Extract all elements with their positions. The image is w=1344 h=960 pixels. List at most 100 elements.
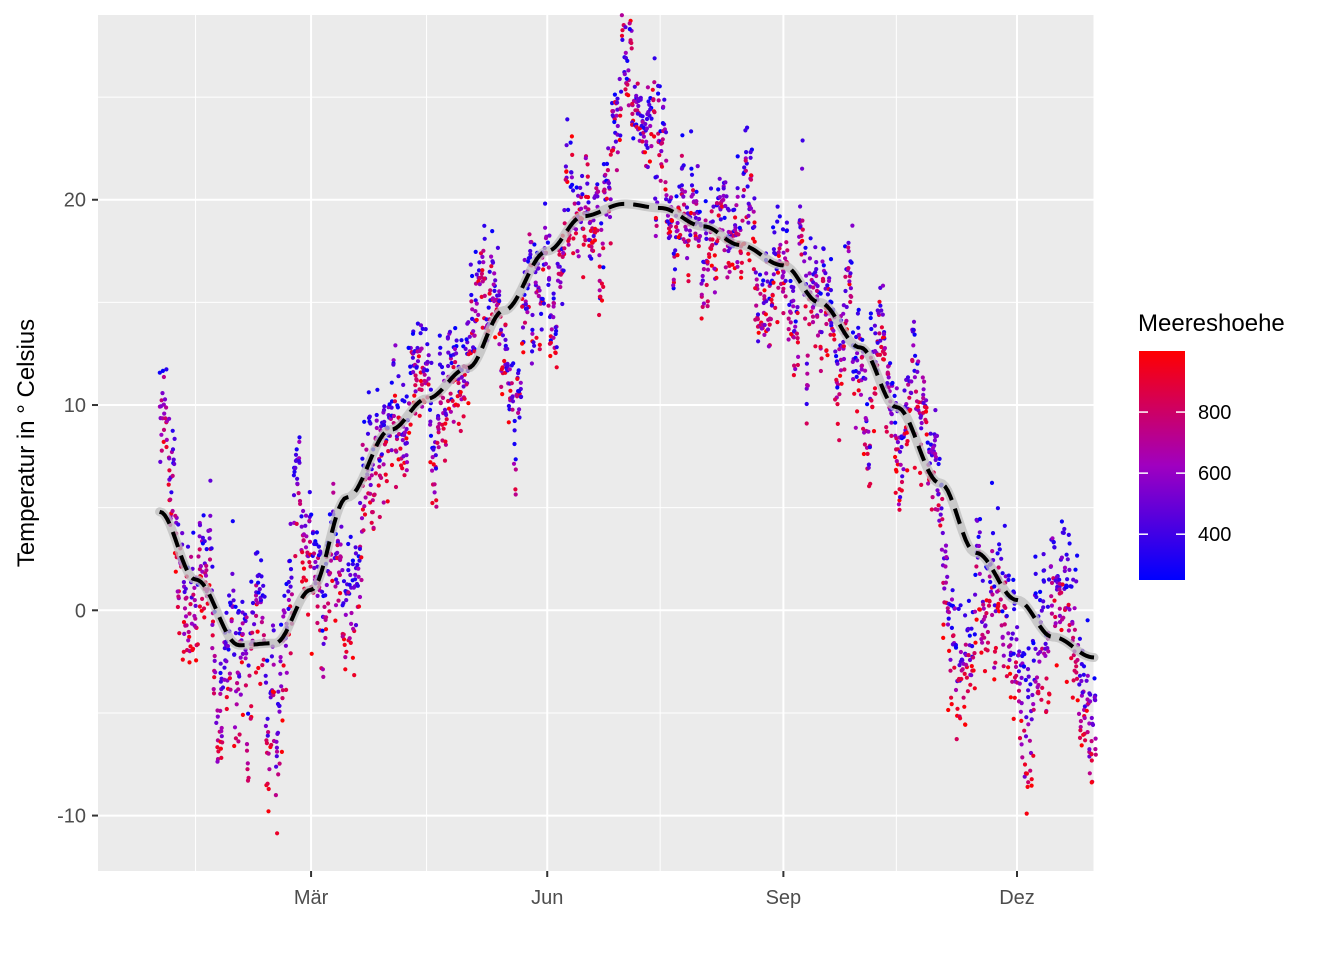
- data-point: [1057, 577, 1062, 582]
- data-point: [348, 534, 353, 540]
- data-point: [263, 723, 268, 729]
- data-point: [714, 275, 719, 280]
- data-point: [911, 343, 916, 348]
- data-point: [456, 380, 461, 386]
- data-point: [304, 578, 309, 583]
- data-point: [464, 337, 469, 342]
- data-point: [672, 267, 678, 272]
- data-point: [1011, 577, 1016, 583]
- data-point: [721, 197, 726, 202]
- data-point: [1031, 702, 1036, 707]
- data-point: [1084, 708, 1089, 713]
- data-point: [675, 253, 680, 258]
- data-point: [215, 745, 220, 750]
- data-point: [985, 640, 991, 645]
- data-point: [377, 458, 382, 463]
- data-point: [949, 695, 954, 700]
- data-point: [176, 594, 181, 599]
- data-point: [546, 282, 551, 287]
- data-point: [416, 354, 421, 359]
- data-point: [257, 587, 262, 592]
- data-point: [736, 232, 741, 237]
- data-point: [1081, 664, 1087, 669]
- data-point: [722, 215, 727, 220]
- data-point: [218, 691, 223, 697]
- data-point: [960, 658, 965, 663]
- data-point: [350, 558, 355, 563]
- data-point: [1046, 649, 1051, 654]
- data-point: [277, 709, 282, 714]
- data-point: [965, 689, 971, 694]
- data-point: [1041, 599, 1046, 604]
- data-point: [470, 273, 475, 279]
- data-point: [181, 649, 186, 654]
- data-point: [674, 194, 679, 199]
- data-point: [715, 239, 720, 244]
- data-point: [161, 402, 166, 407]
- data-point: [446, 406, 452, 411]
- data-point: [240, 651, 245, 657]
- data-point: [657, 153, 662, 158]
- data-point: [250, 600, 256, 606]
- data-point: [810, 314, 816, 319]
- data-point: [269, 742, 274, 748]
- data-point: [723, 265, 728, 270]
- data-point: [612, 119, 617, 125]
- data-point: [957, 663, 962, 668]
- data-point: [990, 612, 995, 618]
- data-point: [652, 56, 657, 61]
- data-point: [942, 586, 947, 591]
- data-point: [1019, 675, 1024, 681]
- data-point: [1057, 587, 1062, 592]
- data-point: [561, 250, 566, 255]
- data-point: [233, 736, 238, 741]
- data-point: [653, 215, 659, 221]
- data-point: [500, 392, 505, 397]
- data-point: [497, 293, 502, 298]
- data-point: [788, 320, 793, 325]
- data-point: [861, 451, 867, 457]
- data-point: [323, 635, 328, 641]
- data-point: [245, 767, 250, 772]
- data-point: [629, 40, 634, 46]
- data-point: [921, 396, 926, 401]
- data-point: [315, 620, 320, 626]
- data-point: [244, 748, 250, 753]
- data-point: [305, 550, 310, 555]
- data-point: [315, 604, 320, 609]
- data-point: [1044, 709, 1049, 715]
- data-point: [977, 517, 983, 522]
- data-point: [532, 242, 537, 247]
- data-point: [304, 534, 309, 539]
- data-point: [663, 180, 668, 185]
- data-point: [1022, 774, 1027, 779]
- data-point: [982, 635, 987, 640]
- data-point: [855, 351, 860, 356]
- data-point: [566, 242, 571, 247]
- data-point: [1059, 555, 1064, 560]
- data-point: [681, 202, 687, 207]
- data-point: [813, 245, 818, 250]
- data-point: [227, 676, 232, 681]
- data-point: [260, 663, 265, 668]
- data-point: [768, 317, 774, 322]
- data-point: [255, 629, 260, 634]
- data-point: [1029, 717, 1034, 722]
- data-point: [788, 278, 793, 284]
- data-point: [959, 676, 964, 682]
- data-point: [191, 646, 196, 651]
- data-point: [1006, 573, 1011, 578]
- data-point: [237, 674, 242, 679]
- data-point: [565, 117, 570, 122]
- data-point: [385, 499, 390, 504]
- data-point: [1045, 604, 1050, 609]
- data-point: [781, 311, 786, 316]
- data-point: [358, 500, 363, 506]
- data-point: [461, 414, 466, 419]
- data-point: [775, 320, 780, 325]
- data-point: [684, 205, 690, 210]
- data-point: [1049, 603, 1054, 608]
- data-point: [232, 743, 237, 749]
- data-point: [300, 579, 305, 584]
- data-point: [983, 623, 988, 628]
